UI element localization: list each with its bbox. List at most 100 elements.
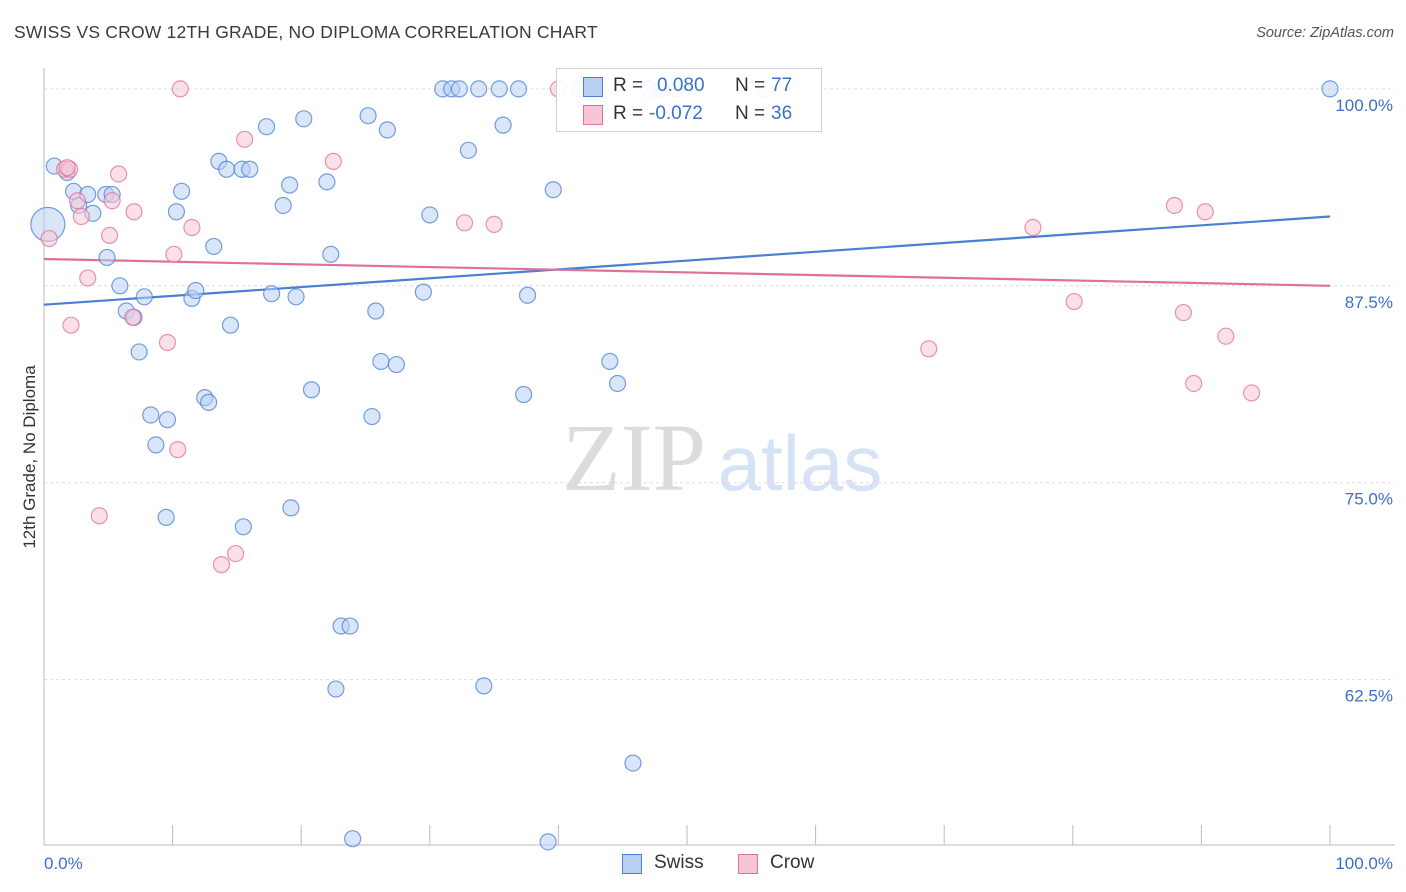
swiss-point xyxy=(1321,80,1339,98)
swiss-point xyxy=(387,355,405,374)
swiss-point xyxy=(490,80,508,98)
crow-point xyxy=(100,226,119,244)
crow-point xyxy=(58,159,76,177)
swiss-point xyxy=(378,121,396,139)
crow-point xyxy=(1165,196,1183,215)
swiss-n-value: 77 xyxy=(771,75,793,96)
y-tick-label: 87.5% xyxy=(1345,293,1393,312)
watermark-zip: ZIP xyxy=(562,404,706,511)
crow-point xyxy=(920,340,938,358)
swiss-point xyxy=(287,288,305,306)
swiss-point xyxy=(295,110,313,128)
swiss-point xyxy=(274,196,292,215)
crow-point xyxy=(1242,384,1261,402)
swiss-point xyxy=(111,277,129,295)
swiss-point xyxy=(147,436,165,454)
crow-point xyxy=(1024,218,1042,237)
crow-point xyxy=(158,333,177,352)
swiss-point xyxy=(98,248,116,267)
swiss-point xyxy=(302,381,321,399)
crow-r-label: R = xyxy=(613,103,644,124)
stats-row-swiss: R = 0.080 N = 77 xyxy=(557,73,821,101)
swiss-point xyxy=(414,283,432,301)
swiss-point xyxy=(205,237,223,256)
watermark-atlas: atlas xyxy=(718,419,883,507)
x-tick-label: 0.0% xyxy=(44,854,83,873)
swiss-point xyxy=(518,286,537,304)
swiss-trend-line xyxy=(43,215,1331,306)
legend-crow-swatch xyxy=(738,854,758,874)
swiss-point xyxy=(624,754,642,772)
swiss-point xyxy=(509,80,528,98)
swiss-point xyxy=(494,116,512,134)
crow-swatch xyxy=(583,105,603,125)
tick-labels: 62.5% 75.0% 87.5% 100.0% 0.0% 100.0% xyxy=(44,96,1393,873)
crow-point xyxy=(227,544,245,563)
swiss-point xyxy=(173,182,191,200)
crow-point xyxy=(62,316,80,334)
swiss-point xyxy=(372,352,390,371)
watermark: ZIP atlas xyxy=(562,404,882,511)
crow-point xyxy=(1196,203,1214,221)
swiss-point xyxy=(200,393,218,411)
crow-point xyxy=(109,165,128,183)
swiss-point xyxy=(450,80,468,98)
y-tick-label: 62.5% xyxy=(1345,687,1393,706)
chart-title: SWISS VS CROW 12TH GRADE, NO DIPLOMA COR… xyxy=(14,22,598,42)
crow-n-label: N = xyxy=(735,103,766,124)
swiss-point xyxy=(367,302,385,320)
y-tick-label: 100.0% xyxy=(1335,96,1393,115)
crow-point xyxy=(79,269,97,287)
crow-point xyxy=(455,214,474,232)
swiss-n-label: N = xyxy=(735,75,766,96)
swiss-point xyxy=(241,160,259,178)
crow-r-value: -0.072 xyxy=(649,103,703,124)
crow-point xyxy=(124,308,142,326)
swiss-point xyxy=(359,107,377,125)
crow-point xyxy=(212,556,231,574)
swiss-point xyxy=(544,181,562,199)
crow-point xyxy=(40,229,58,248)
swiss-point xyxy=(601,352,619,371)
swiss-point xyxy=(263,285,281,303)
swiss-point xyxy=(221,316,240,334)
crow-point xyxy=(1217,327,1235,345)
swiss-point xyxy=(135,288,153,306)
trend-lines xyxy=(43,215,1331,306)
swiss-point xyxy=(282,499,300,517)
x-tick-label: 100.0% xyxy=(1335,854,1393,873)
crow-point xyxy=(1065,292,1083,311)
swiss-point xyxy=(515,385,533,404)
swiss-point xyxy=(344,830,362,848)
crow-point xyxy=(236,130,254,148)
swiss-swatch xyxy=(583,77,603,97)
crow-n-value: 36 xyxy=(771,103,793,124)
stats-legend-box: R = 0.080 N = 77 R = -0.072 N = 36 xyxy=(556,68,822,132)
crow-point xyxy=(68,192,87,210)
swiss-point xyxy=(157,508,175,526)
crow-point xyxy=(125,203,143,221)
legend-crow-label: Crow xyxy=(770,852,815,873)
axes xyxy=(43,68,1395,846)
crow-point xyxy=(169,441,187,459)
swiss-point xyxy=(341,617,359,635)
crow-point xyxy=(103,192,121,210)
crow-point xyxy=(1174,303,1192,322)
swiss-point xyxy=(281,176,299,194)
crow-point xyxy=(324,152,342,170)
swiss-point xyxy=(218,160,236,178)
swiss-r-label: R = xyxy=(613,75,644,96)
swiss-point xyxy=(158,411,177,429)
swiss-point xyxy=(187,281,205,300)
y-tick-label: 75.0% xyxy=(1345,490,1393,509)
crow-point xyxy=(183,218,201,237)
legend-swiss-label: Swiss xyxy=(654,852,704,873)
crow-point xyxy=(485,215,503,233)
swiss-r-value: 0.080 xyxy=(657,75,705,96)
crow-point xyxy=(72,207,90,226)
swiss-point xyxy=(322,245,340,263)
swiss-point xyxy=(130,343,148,361)
legend-swiss-swatch xyxy=(622,854,642,874)
swiss-point xyxy=(234,518,252,536)
